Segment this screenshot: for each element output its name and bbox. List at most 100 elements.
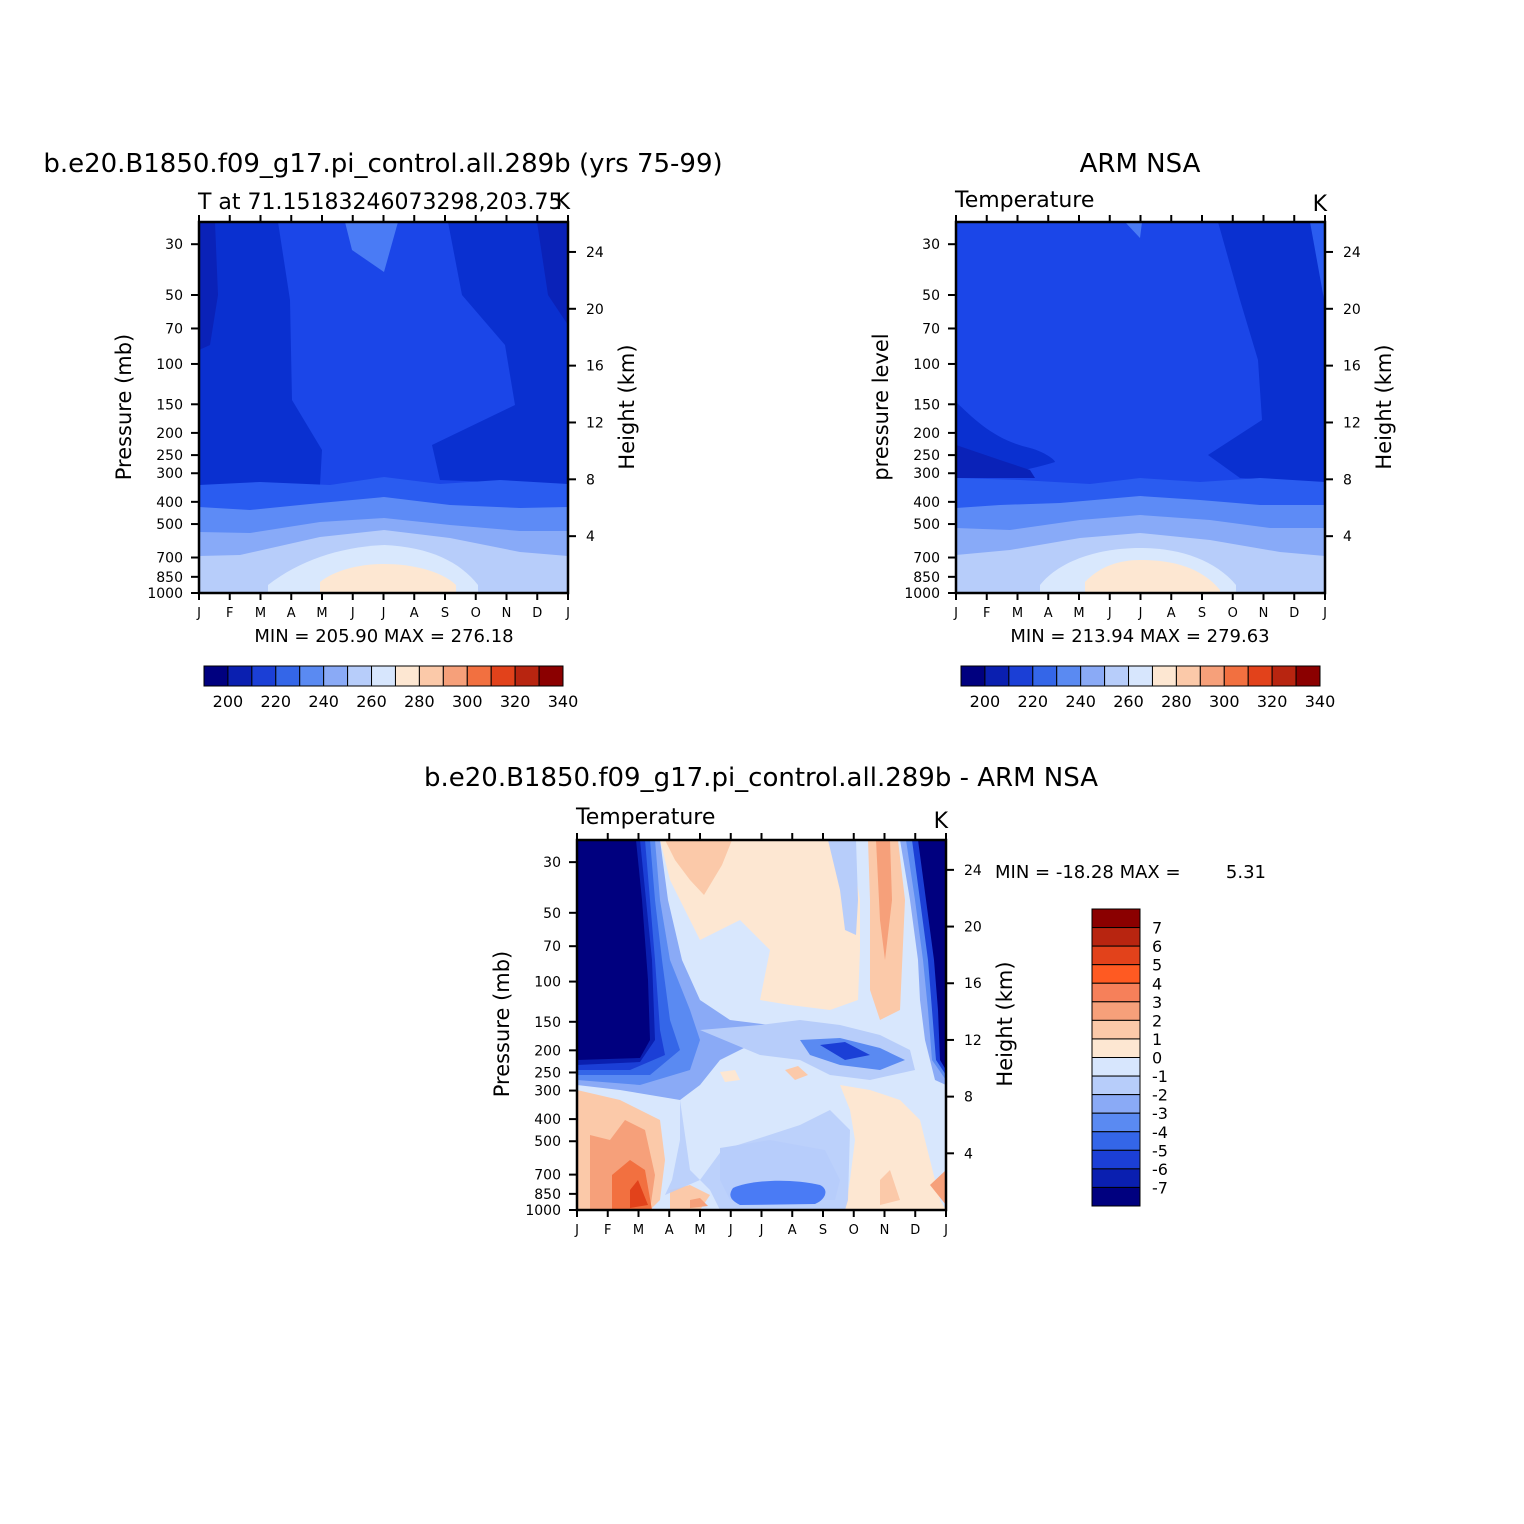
- colorbar-box: [299, 665, 325, 687]
- colorbar-box: [984, 665, 1010, 687]
- y-tick-label-right: 24: [964, 863, 982, 879]
- y-tick-label-left: 850: [913, 570, 940, 586]
- y-axis-title-left: pressure level: [869, 333, 893, 480]
- y-tick-label-right: 12: [1343, 415, 1361, 431]
- panel-observations: ARM NSA Temperature K J F M A M J J A S O N D J 30 50 7…: [869, 149, 1396, 711]
- x-tick-label: J: [196, 606, 201, 621]
- x-tick-label: S: [819, 1223, 827, 1238]
- colorbar-box: [466, 665, 492, 687]
- colorbar-box: [1056, 665, 1082, 687]
- y-tick-label-right: 24: [1343, 245, 1361, 261]
- y-tick-label-left: 30: [922, 237, 940, 253]
- y-tick-label-left: 150: [913, 397, 940, 413]
- colorbar-box: [1175, 665, 1201, 687]
- colorbar-box: [418, 665, 444, 687]
- colorbar-label: 340: [1305, 692, 1336, 711]
- axes: J F M A M J J A S O N D J 30 50 70 100 150 200 250 300 400 500…: [147, 215, 604, 621]
- y-tick-label-left: 250: [156, 448, 183, 464]
- y-tick-label-left: 200: [913, 426, 940, 442]
- colorbar-box: [1091, 1094, 1141, 1114]
- y-tick-label-left: 400: [913, 495, 940, 511]
- panel-title: b.e20.B1850.f09_g17.pi_control.all.289b …: [424, 763, 1098, 793]
- colorbar-box: [1247, 665, 1273, 687]
- contour-field: [199, 222, 568, 593]
- colorbar-box: [1032, 665, 1058, 687]
- y-tick-label-right: 12: [964, 1033, 982, 1049]
- y-tick-label-left: 300: [534, 1084, 561, 1100]
- colorbar-box: [1080, 665, 1106, 687]
- contour-band: [785, 1066, 808, 1080]
- y-tick-label-right: 24: [586, 245, 604, 261]
- y-tick-label-left: 1000: [147, 586, 183, 602]
- colorbar-box: [1091, 982, 1141, 1003]
- x-tick-label: F: [983, 606, 990, 621]
- y-tick-label-left: 500: [534, 1134, 561, 1150]
- contour-band: [730, 1180, 826, 1205]
- y-tick-label-left: 500: [913, 517, 940, 533]
- x-tick-label: A: [788, 1223, 797, 1238]
- x-tick-label: A: [1167, 606, 1176, 621]
- y-tick-label-left: 700: [913, 551, 940, 567]
- x-tick-label: F: [604, 1223, 611, 1238]
- x-tick-label: D: [910, 1223, 920, 1238]
- colorbar-box: [442, 665, 468, 687]
- x-tick-label: O: [1228, 606, 1238, 621]
- x-tick-label: M: [1073, 606, 1084, 621]
- colorbar-box: [1295, 665, 1321, 687]
- colorbar-label: -2: [1152, 1086, 1168, 1105]
- axes: J F M A M J J A S O N D J 30 50 70 100 150 200 250 300 400 500…: [904, 215, 1361, 621]
- contour-band: [690, 1198, 708, 1208]
- y-tick-label-right: 4: [964, 1146, 973, 1162]
- colorbar-box: [1199, 665, 1225, 687]
- contour-band: [1125, 222, 1142, 238]
- min-max-label: MIN = 213.94 MAX = 279.63: [1010, 626, 1269, 647]
- y-tick-label-left: 30: [165, 237, 183, 253]
- y-tick-label-right: 16: [964, 976, 982, 992]
- colorbar-box: [1091, 1001, 1141, 1021]
- colorbar-label: 4: [1152, 974, 1162, 993]
- min-max-label: MIN = 205.90 MAX = 276.18: [254, 626, 513, 647]
- contour-band: [630, 1180, 648, 1208]
- colorbar-label: 3: [1152, 993, 1162, 1012]
- contour-band: [537, 222, 568, 325]
- y-tick-label-right: 8: [586, 472, 595, 488]
- colorbar-box: [1091, 1112, 1141, 1133]
- colorbar-box: [1091, 1019, 1141, 1040]
- y-tick-label-left: 70: [165, 321, 183, 337]
- panel-subtitle-units: K: [1313, 192, 1328, 217]
- x-tick-label: S: [441, 606, 449, 621]
- colorbar-label: 6: [1152, 937, 1162, 956]
- colorbar-label: -6: [1152, 1160, 1168, 1179]
- y-tick-label-right: 12: [586, 415, 604, 431]
- panel-difference: b.e20.B1850.f09_g17.pi_control.all.289b …: [424, 763, 1266, 1238]
- y-tick-label-left: 300: [913, 466, 940, 482]
- colorbar-label: -3: [1152, 1104, 1168, 1123]
- x-tick-label: M: [633, 1223, 644, 1238]
- colorbar-box: [1091, 945, 1141, 966]
- y-tick-label-left: 250: [534, 1065, 561, 1081]
- y-tick-label-left: 850: [156, 570, 183, 586]
- contour-band: [1310, 222, 1325, 305]
- colorbar-box: [394, 665, 420, 687]
- y-tick-label-right: 20: [1343, 302, 1361, 318]
- colorbar-box: [514, 665, 540, 687]
- min-max-label: MIN = -18.28 MAX =: [995, 862, 1181, 883]
- colorbar-box: [1008, 665, 1034, 687]
- y-axis-title-right: Height (km): [993, 961, 1017, 1086]
- x-tick-label: J: [943, 1223, 948, 1238]
- colorbar-label: -5: [1152, 1141, 1168, 1160]
- contour-band: [665, 840, 732, 895]
- y-tick-label-left: 70: [922, 321, 940, 337]
- colorbar-box: [1223, 665, 1249, 687]
- x-tick-label: D: [532, 606, 542, 621]
- panel-model: b.e20.B1850.f09_g17.pi_control.all.289b …: [43, 149, 722, 711]
- x-tick-label: D: [1289, 606, 1299, 621]
- contour-band: [720, 1070, 740, 1082]
- colorbar-box: [347, 665, 373, 687]
- contour-band: [320, 564, 456, 593]
- contour-band: [956, 445, 1035, 478]
- colorbar-box: [1091, 1131, 1141, 1151]
- colorbar-box: [1104, 665, 1130, 687]
- x-tick-label: J: [574, 1223, 579, 1238]
- y-tick-label-left: 100: [913, 357, 940, 373]
